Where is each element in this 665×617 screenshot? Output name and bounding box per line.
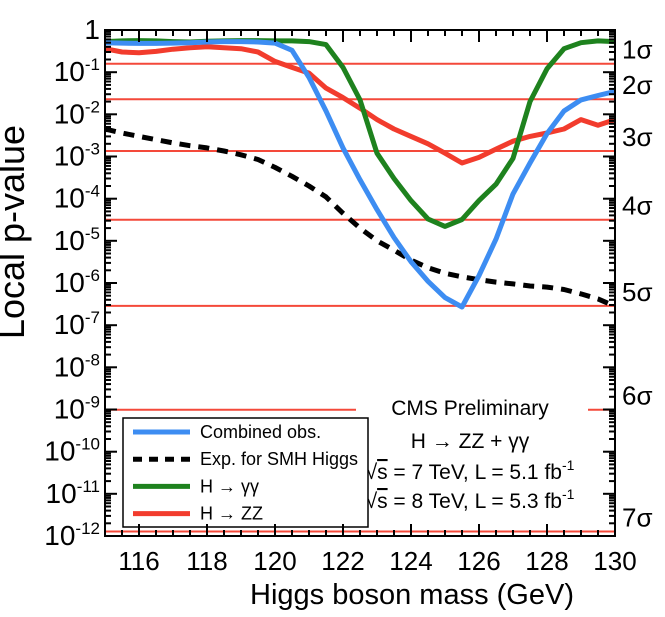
svg-text:1: 1: [84, 14, 100, 45]
annotation-block: CMS Preliminary H → ZZ + γγ √s = 7 TeV, L …: [366, 397, 575, 513]
y-axis-labels: 1 10-1 10-2 10-3 10-4 10-5 10-6 10-7 10-8 10-9 10-…: [44, 14, 100, 551]
svg-text:116: 116: [118, 546, 159, 576]
svg-text:130: 130: [593, 546, 636, 576]
svg-text:CMS Preliminary: CMS Preliminary: [391, 397, 549, 420]
x-axis-ticks: [121, 30, 616, 536]
svg-text:10-11: 10-11: [46, 477, 100, 509]
svg-text:3σ: 3σ: [622, 122, 653, 152]
svg-text:√s = 7 TeV, L = 5.1 fb-1: √s = 7 TeV, L = 5.1 fb-1: [366, 457, 575, 484]
svg-text:10-7: 10-7: [54, 308, 100, 340]
svg-text:10-9: 10-9: [54, 393, 100, 425]
svg-text:H → ZZ + γγ: H → ZZ + γγ: [411, 430, 530, 453]
data-series: [104, 38, 616, 310]
svg-text:122: 122: [321, 546, 364, 576]
svg-text:10-5: 10-5: [54, 224, 100, 256]
svg-text:7σ: 7σ: [622, 503, 653, 533]
svg-text:5σ: 5σ: [622, 277, 653, 307]
series-combined-obs-: [104, 39, 616, 310]
legend-label: Exp. for SMH Higgs: [200, 449, 358, 469]
y-axis-title: Local p-value: [0, 125, 32, 339]
svg-text:√s = 8 TeV, L = 5.3 fb-1: √s = 8 TeV, L = 5.3 fb-1: [366, 486, 575, 513]
svg-text:10-6: 10-6: [54, 266, 100, 298]
svg-text:1σ: 1σ: [622, 35, 653, 65]
legend-label: H → ZZ: [200, 504, 263, 524]
svg-text:6σ: 6σ: [622, 381, 653, 411]
y-axis-ticks: [105, 29, 615, 537]
svg-text:10-4: 10-4: [54, 182, 100, 214]
svg-text:10-1: 10-1: [54, 55, 100, 87]
svg-text:10-10: 10-10: [44, 435, 100, 467]
annotation-panel: [356, 392, 588, 520]
svg-text:120: 120: [253, 546, 296, 576]
svg-text:10-8: 10-8: [54, 350, 100, 382]
svg-text:10-3: 10-3: [54, 140, 100, 172]
svg-text:124: 124: [389, 546, 432, 576]
series-h-zz: [104, 44, 616, 166]
x-axis-title: Higgs boson mass (GeV): [250, 579, 574, 611]
svg-text:126: 126: [457, 546, 500, 576]
legend: Combined obs. Exp. for SMH Higgs H → γγ H →…: [122, 417, 369, 528]
sigma-labels: 1σ 2σ 3σ 4σ 5σ 6σ 7σ: [622, 35, 653, 533]
legend-label: H → γγ: [200, 476, 259, 496]
legend-label: Combined obs.: [200, 422, 321, 442]
svg-text:10-12: 10-12: [44, 519, 100, 551]
svg-text:118: 118: [186, 546, 227, 576]
svg-text:2σ: 2σ: [622, 70, 653, 100]
series-exp-for-smh-higgs: [104, 126, 616, 309]
x-axis-labels: 116 118 120 122 124 126 128 130: [118, 546, 636, 576]
svg-text:10-2: 10-2: [54, 97, 100, 129]
svg-text:4σ: 4σ: [622, 191, 653, 221]
svg-text:128: 128: [525, 546, 568, 576]
